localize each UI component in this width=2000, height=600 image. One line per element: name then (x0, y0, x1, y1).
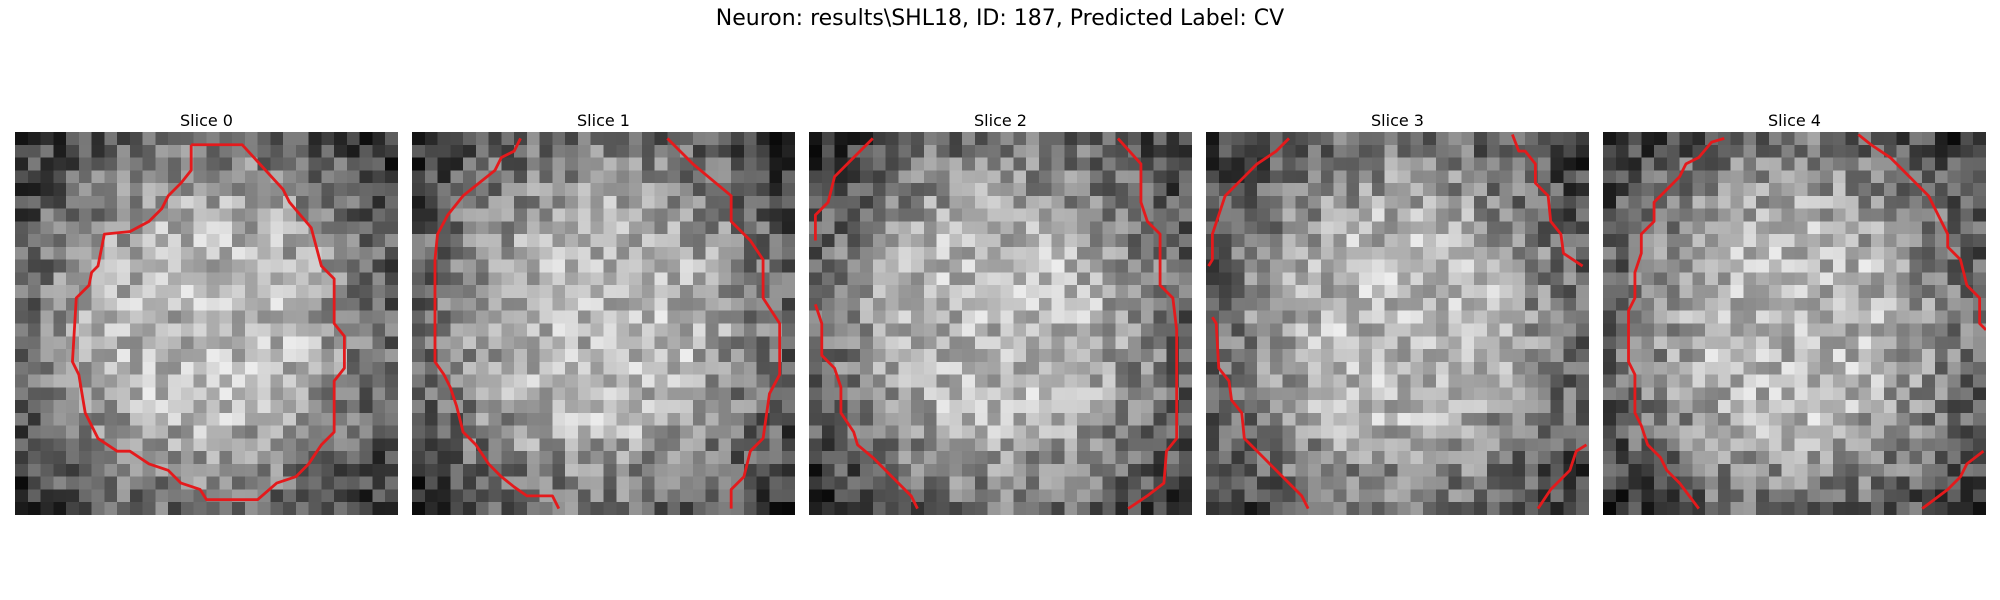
contour-line-0 (1627, 137, 1725, 510)
contour-line-1 (1857, 133, 1986, 331)
slice-title-2: Slice 2 (974, 111, 1027, 130)
slice-title-3: Slice 3 (1371, 111, 1424, 130)
slice-panel-2: Slice 2 (809, 110, 1192, 515)
slice-panel-3: Slice 3 (1206, 110, 1589, 515)
pixel-grid (412, 132, 795, 515)
pixel-grid (1603, 132, 1986, 515)
slice-image-1 (412, 132, 795, 515)
contour-line-1 (814, 303, 919, 510)
slice-image-4 (1603, 132, 1986, 515)
slice-title-1: Slice 1 (577, 111, 630, 130)
slice-image-2 (809, 132, 1192, 515)
pixel-grid (15, 132, 398, 515)
contour-line-0 (1207, 137, 1290, 267)
slice-title-4: Slice 4 (1768, 111, 1821, 130)
contour-line-3 (1536, 443, 1588, 510)
slice-image-0 (15, 132, 398, 515)
figure-title: Neuron: results\SHL18, ID: 187, Predicte… (715, 6, 1285, 31)
contour-line-2 (1116, 137, 1179, 510)
contour-line-0 (813, 137, 874, 241)
contour-line-0 (71, 143, 346, 502)
slice-title-0: Slice 0 (180, 111, 233, 130)
slice-panel-1: Slice 1 (412, 110, 795, 515)
contour-line-2 (1511, 134, 1584, 268)
slice-image-3 (1206, 132, 1589, 515)
pixel-grid (1206, 132, 1589, 515)
contour-line-1 (1211, 316, 1310, 510)
slice-panel-0: Slice 0 (15, 110, 398, 515)
contour-line-0 (433, 137, 561, 510)
pixel-grid (809, 132, 1192, 515)
slice-panel-4: Slice 4 (1603, 110, 1986, 515)
contour-line-2 (1921, 450, 1985, 510)
contour-line-1 (666, 137, 782, 509)
